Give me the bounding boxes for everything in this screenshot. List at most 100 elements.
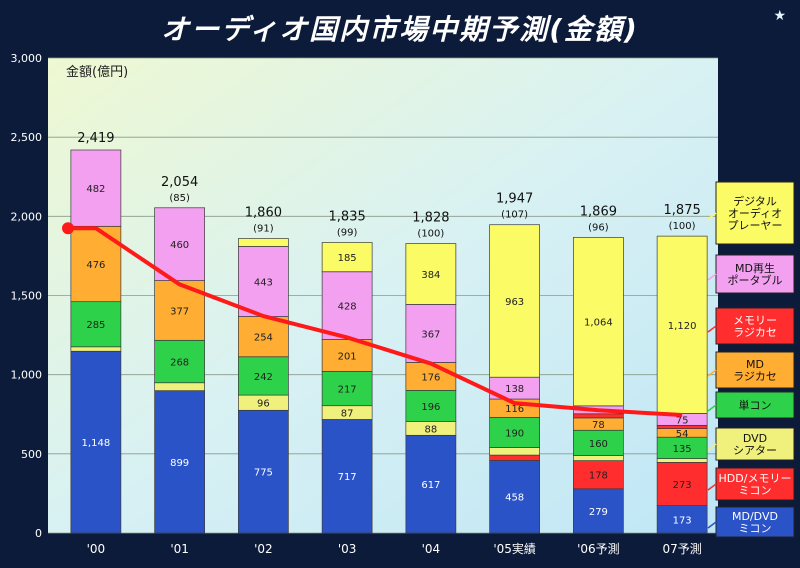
bar-segment (573, 455, 624, 461)
segment-value-label: 367 (421, 329, 440, 340)
segment-value-label: 135 (673, 444, 692, 455)
bar-segment (656, 458, 708, 463)
segment-value-label: 54 (676, 429, 689, 440)
segment-value-label: 116 (505, 404, 524, 415)
segment-value-label: 377 (170, 306, 189, 317)
segment-value-label: 268 (170, 358, 189, 369)
legend-label: MD ラジカセ (733, 358, 777, 383)
legend-box (715, 254, 795, 294)
bar-segment (154, 207, 205, 281)
segment-value-label: 173 (673, 515, 692, 526)
bar-segment (405, 243, 457, 305)
legend-box (715, 181, 795, 245)
y-tick-label: 500 (21, 448, 42, 461)
bar-segment (489, 454, 540, 461)
segment-value-label: 285 (86, 320, 105, 331)
total-label: 1,860 (245, 206, 282, 221)
total-sub-label: (96) (588, 222, 609, 233)
segment-value-label: 443 (254, 277, 273, 288)
segment-value-label: 78 (592, 420, 605, 431)
bar-segment (238, 409, 289, 534)
bar-segment (70, 149, 122, 227)
segment-value-label: 775 (254, 468, 273, 479)
bar-segment (489, 417, 540, 448)
bar-segment (656, 505, 708, 534)
total-sub-label: (107) (501, 210, 528, 221)
segment-value-label: 1,120 (668, 321, 697, 332)
segment-value-label: 476 (86, 260, 105, 271)
trend-line (68, 226, 683, 418)
legend-label: メモリーラジカセ (733, 314, 777, 339)
bar-segment (489, 460, 540, 534)
trend-line-start-dot (62, 222, 74, 235)
segment-value-label: 242 (254, 372, 273, 383)
total-sub-label: (99) (337, 227, 358, 238)
y-tick-label: 1,000 (11, 369, 43, 382)
x-tick-label: '00 (87, 542, 106, 556)
total-label: 2,419 (77, 131, 114, 146)
legend-connector (707, 483, 717, 491)
segment-value-label: 717 (338, 472, 357, 483)
bar-segment (573, 237, 624, 407)
segment-value-label: 899 (170, 458, 189, 469)
segment-value-label: 482 (86, 184, 105, 195)
bar-segment (70, 350, 122, 534)
legend-box (715, 351, 795, 389)
segment-value-label: 196 (421, 402, 440, 413)
bar-segment (489, 224, 540, 378)
segment-value-label: 217 (338, 385, 357, 396)
segment-value-label: 460 (170, 240, 189, 251)
x-tick-label: '04 (422, 542, 441, 556)
bar-segment (321, 370, 373, 407)
legend-box (715, 427, 795, 461)
y-tick-label: 1,500 (11, 290, 43, 303)
segment-value-label: 160 (589, 439, 608, 450)
legend-connector (707, 443, 717, 451)
legend-connector (707, 404, 717, 412)
segment-value-label: 963 (505, 297, 524, 308)
x-tick-label: '02 (254, 542, 273, 556)
segment-value-label: 1,148 (82, 438, 111, 449)
total-sub-label: (100) (669, 221, 696, 232)
legend-box (715, 391, 795, 419)
bar-segment (321, 419, 373, 534)
bar-segment (321, 271, 373, 340)
segment-value-label: 176 (421, 372, 440, 383)
legend-label: HDD/メモリーミコン (719, 472, 792, 497)
segment-value-label: 88 (425, 424, 438, 435)
total-label: 2,054 (161, 175, 198, 190)
segment-value-label: 1,064 (584, 318, 613, 329)
total-sub-label: (91) (253, 224, 274, 235)
total-sub-label: (85) (169, 193, 190, 204)
y-axis-label: 金額(億円) (66, 64, 128, 80)
chart-title: オーディオ国内市場中期予測(金額) (161, 13, 639, 46)
segment-value-label: 254 (254, 333, 273, 344)
star-icon: ★ (773, 8, 786, 24)
bar-segment (238, 246, 289, 317)
bar-segment (154, 390, 205, 534)
segment-value-label: 428 (338, 302, 357, 313)
bar-segment (405, 434, 457, 534)
y-tick-label: 2,500 (11, 131, 43, 144)
bar-segment (321, 339, 373, 372)
bar-segment (238, 238, 289, 247)
segment-value-label: 384 (421, 270, 440, 281)
segment-value-label: 279 (589, 507, 608, 518)
bar-segment (573, 429, 624, 456)
legend-connector (707, 369, 717, 377)
total-label: 1,947 (496, 192, 533, 207)
total-label: 1,869 (580, 204, 617, 219)
segment-value-label: 201 (338, 351, 357, 362)
total-label: 1,875 (664, 203, 701, 218)
bar-segment (405, 389, 457, 422)
bar-segment (238, 356, 289, 396)
segment-value-label: 138 (505, 384, 524, 395)
legend-connector (707, 521, 717, 529)
segment-value-label: 178 (589, 471, 608, 482)
bar-segment (321, 242, 373, 273)
legend-label: MD再生ポータブル (728, 261, 783, 287)
legend-label: 単コン (739, 398, 772, 412)
total-label: 1,835 (329, 209, 366, 224)
y-tick-label: 0 (35, 527, 42, 540)
